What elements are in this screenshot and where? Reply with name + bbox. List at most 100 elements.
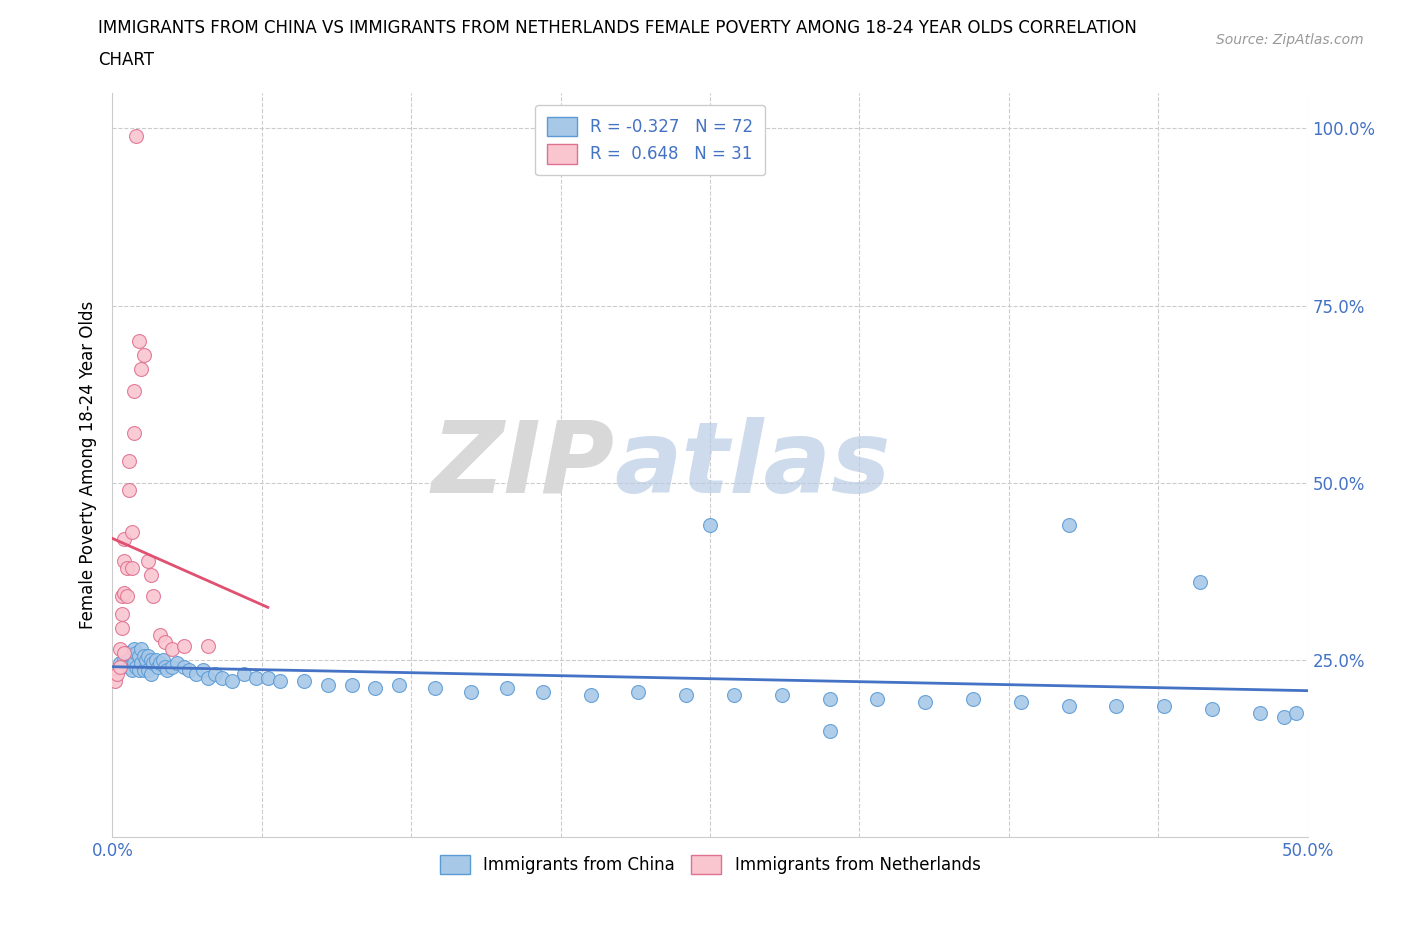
Point [146,659,169,674]
Point [153,634,176,649]
Point [149,628,172,643]
Point [723,688,745,703]
Point [425,681,447,696]
Point [139,667,162,682]
Point [138,553,160,568]
Point [675,688,697,703]
Point [245,671,267,685]
Point [138,649,160,664]
Point [152,653,174,668]
Point [108,642,131,657]
Point [128,663,150,678]
Point [125,128,148,143]
Point [118,483,141,498]
Point [114,645,135,660]
Point [1249,706,1271,721]
Point [496,681,519,696]
Point [114,532,135,547]
Point [292,673,315,688]
Point [121,663,143,678]
Point [364,681,387,696]
Text: atlas: atlas [614,417,891,513]
Point [1201,702,1223,717]
Point [340,677,363,692]
Point [115,645,138,660]
Point [818,691,841,706]
Point [104,673,127,688]
Point [105,667,128,682]
Point [142,656,165,671]
Point [128,649,150,664]
Point [108,659,131,674]
Y-axis label: Female Poverty Among 18-24 Year Olds: Female Poverty Among 18-24 Year Olds [79,301,97,629]
Point [269,673,291,688]
Point [129,642,152,657]
Point [1153,698,1175,713]
Text: ZIP: ZIP [432,417,614,513]
Point [770,688,793,703]
Point [173,638,195,653]
Legend: Immigrants from China, Immigrants from Netherlands: Immigrants from China, Immigrants from N… [433,848,987,881]
Point [579,688,602,703]
Point [132,663,155,678]
Point [186,667,208,682]
Point [114,553,135,568]
Point [1272,709,1295,724]
Point [132,649,155,664]
Point [177,663,200,678]
Point [122,426,145,441]
Point [111,589,134,604]
Text: CHART: CHART [98,51,155,69]
Point [128,334,150,349]
Point [162,659,183,674]
Point [257,671,280,685]
Point [173,659,195,674]
Point [108,656,131,671]
Point [818,724,841,738]
Point [193,663,215,678]
Point [162,642,183,657]
Point [122,642,145,657]
Point [114,585,135,600]
Point [211,671,233,685]
Text: IMMIGRANTS FROM CHINA VS IMMIGRANTS FROM NETHERLANDS FEMALE POVERTY AMONG 18-24 : IMMIGRANTS FROM CHINA VS IMMIGRANTS FROM… [98,19,1137,36]
Point [125,645,148,660]
Point [627,684,650,699]
Point [115,589,138,604]
Point [233,667,256,682]
Point [149,656,172,671]
Point [388,677,411,692]
Point [139,653,162,668]
Point [129,362,152,377]
Point [962,691,984,706]
Point [111,620,134,635]
Point [1010,695,1032,710]
Point [531,684,554,699]
Point [699,518,721,533]
Point [121,649,143,664]
Point [114,653,135,668]
Point [145,653,167,668]
Point [153,659,176,674]
Point [138,663,160,678]
Point [204,667,226,682]
Point [135,653,157,668]
Point [156,663,179,678]
Text: Source: ZipAtlas.com: Source: ZipAtlas.com [1216,33,1364,46]
Point [197,638,219,653]
Point [122,383,145,398]
Point [132,348,155,363]
Point [115,560,138,575]
Point [316,677,339,692]
Point [221,673,243,688]
Point [118,659,141,674]
Point [914,695,936,710]
Point [866,691,889,706]
Point [197,671,219,685]
Point [129,656,152,671]
Point [1105,698,1128,713]
Point [121,560,143,575]
Point [111,606,134,621]
Point [118,454,141,469]
Point [1285,706,1308,721]
